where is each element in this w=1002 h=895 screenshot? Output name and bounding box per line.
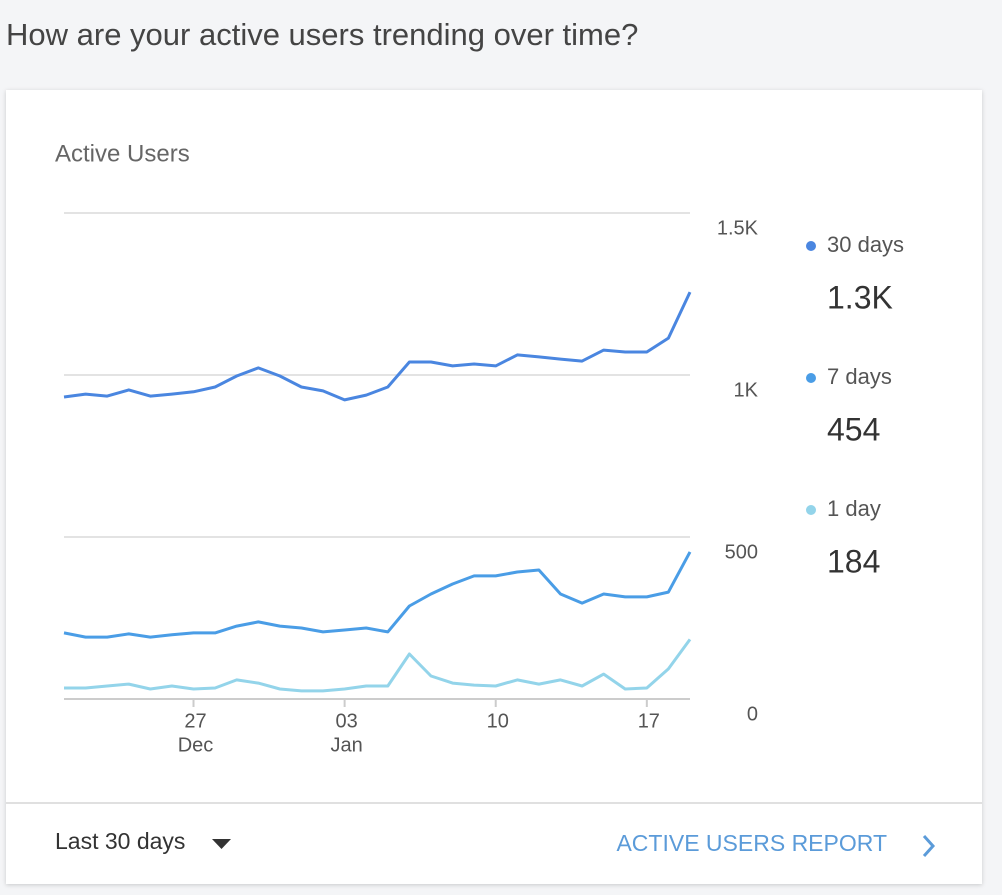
x-tick-label: 10 — [487, 710, 509, 732]
legend-label: 7 days — [827, 364, 892, 389]
legend-value: 454 — [827, 411, 880, 447]
y-tick-label: 500 — [725, 541, 758, 563]
x-tick-label: 03 — [335, 710, 357, 732]
y-tick-label: 1.5K — [717, 217, 759, 239]
legend-dot — [806, 241, 816, 251]
y-tick-label: 0 — [747, 703, 758, 725]
chevron[interactable] — [922, 834, 936, 858]
series-line — [63, 551, 692, 639]
legend-dot — [806, 373, 816, 383]
page-title: How are your active users trending over … — [6, 17, 638, 52]
dropdown-arrow[interactable] — [212, 839, 231, 849]
range-selector[interactable]: Last 30 days — [55, 828, 231, 854]
card — [6, 90, 982, 884]
series-line — [63, 291, 692, 402]
range-label[interactable]: Last 30 days — [55, 828, 185, 854]
legend-value: 184 — [827, 543, 880, 579]
series-line — [64, 638, 692, 693]
link-label[interactable]: ACTIVE USERS REPORT — [616, 830, 887, 856]
legend-value: 1.3K — [827, 279, 893, 315]
x-tick-sublabel: Dec — [178, 734, 214, 756]
legend-dot — [806, 505, 816, 515]
x-tick-sublabel: Jan — [330, 734, 362, 756]
y-tick-label: 1K — [734, 379, 759, 401]
chart-title: Active Users — [55, 140, 190, 167]
x-tick-label: 27 — [184, 710, 206, 732]
legend-label: 30 days — [827, 232, 904, 257]
x-tick-label: 17 — [638, 710, 660, 732]
legend-label: 1 day — [827, 496, 881, 521]
report-link[interactable]: ACTIVE USERS REPORT — [616, 830, 936, 858]
